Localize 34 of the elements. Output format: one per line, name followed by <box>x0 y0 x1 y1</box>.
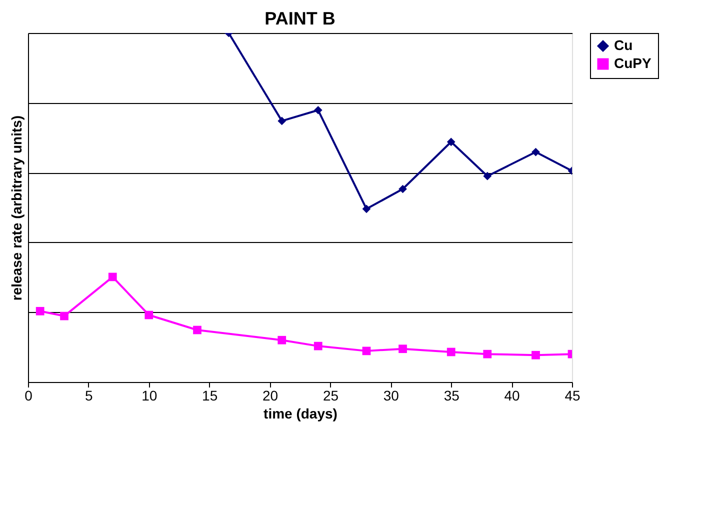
point <box>446 348 456 356</box>
point <box>483 350 492 358</box>
x-tick-label: 25 <box>322 388 339 404</box>
x-tick-label: 20 <box>262 388 278 404</box>
chart-title: PAINT B <box>264 8 336 28</box>
point <box>532 350 540 360</box>
point <box>60 312 68 320</box>
x-axis-title: time (days) <box>264 406 338 422</box>
x-tick-label: 35 <box>444 388 460 404</box>
point <box>193 326 202 334</box>
x-tick-label: 40 <box>504 388 520 404</box>
x-tick-label: 30 <box>383 388 400 404</box>
point <box>36 306 44 316</box>
point <box>314 342 322 350</box>
x-tick-label: 15 <box>202 388 218 404</box>
x-tick-label: 45 <box>564 388 580 404</box>
legend-label: CuPY <box>614 55 652 71</box>
point <box>278 116 286 126</box>
point <box>398 184 407 194</box>
point <box>362 346 371 356</box>
point <box>483 172 492 180</box>
point <box>144 310 154 320</box>
legend-label: Cu <box>614 37 633 53</box>
point <box>532 148 540 156</box>
point <box>362 204 371 214</box>
x-tick-label: 5 <box>85 388 94 404</box>
point <box>108 272 117 282</box>
point <box>278 336 286 344</box>
point <box>314 106 322 114</box>
y-axis-title: release rate (arbitrary units) <box>8 115 24 301</box>
point <box>446 138 456 146</box>
x-tick-label: 10 <box>142 388 158 404</box>
x-tick-label: 0 <box>24 388 33 404</box>
point <box>398 344 407 354</box>
